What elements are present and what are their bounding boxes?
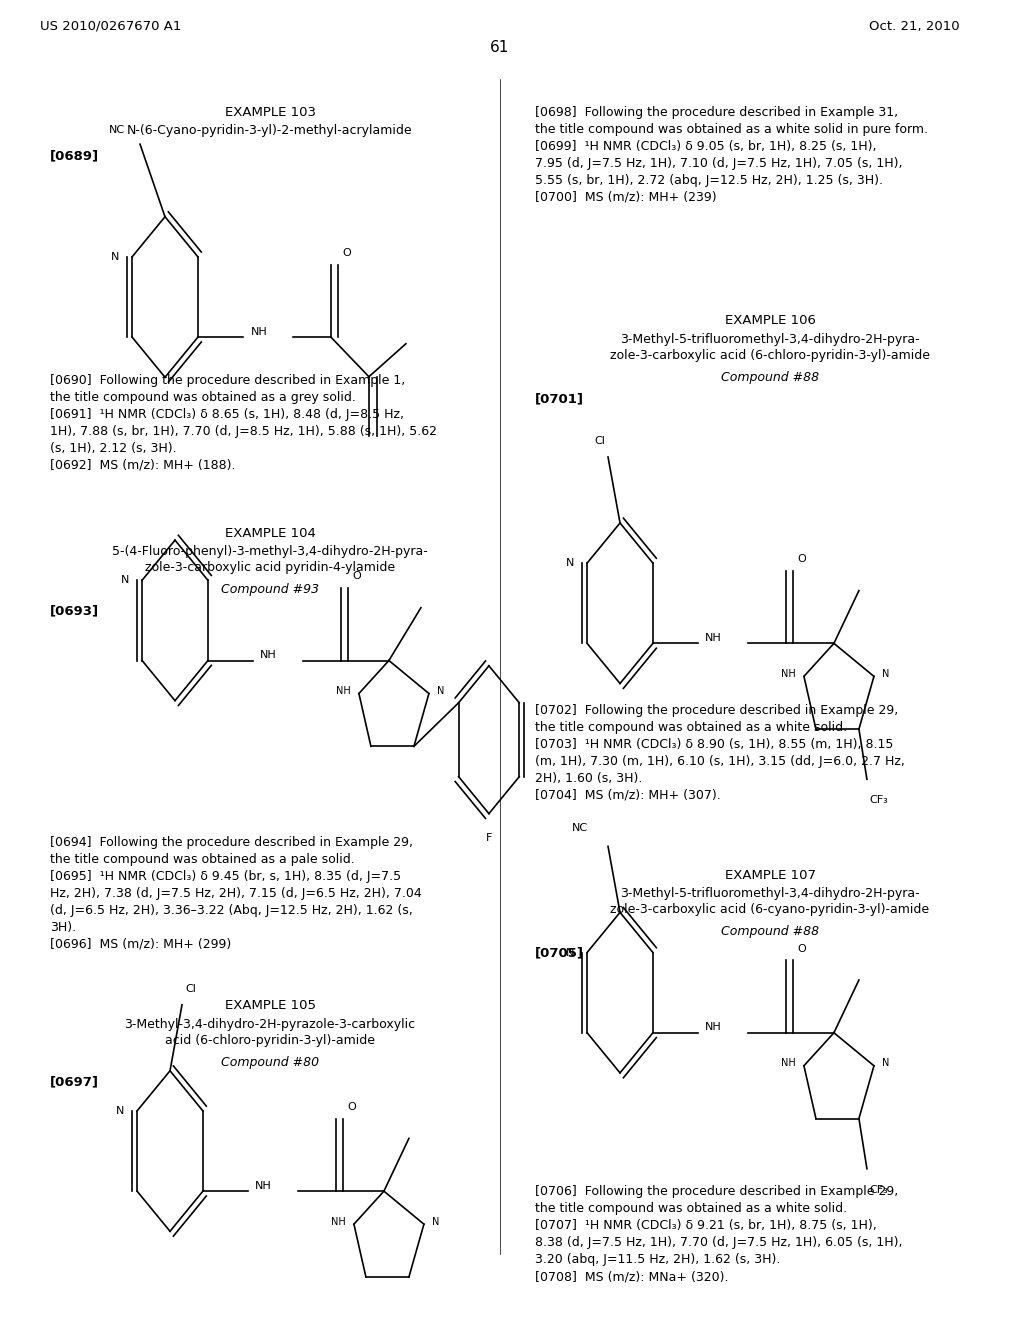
Text: N-(6-Cyano-pyridin-3-yl)-2-methyl-acrylamide: N-(6-Cyano-pyridin-3-yl)-2-methyl-acryla… — [127, 124, 413, 137]
Text: O: O — [343, 248, 351, 257]
Text: 5-(4-Fluoro-phenyl)-3-methyl-3,4-dihydro-2H-pyra-
zole-3-carboxylic acid pyridin: 5-(4-Fluoro-phenyl)-3-methyl-3,4-dihydro… — [113, 545, 428, 574]
Text: Cl: Cl — [185, 985, 196, 994]
Text: EXAMPLE 105: EXAMPLE 105 — [224, 999, 315, 1012]
Text: [0693]: [0693] — [50, 605, 99, 618]
Text: EXAMPLE 106: EXAMPLE 106 — [725, 314, 815, 327]
Text: N: N — [437, 686, 444, 696]
Text: F: F — [485, 833, 493, 843]
Text: EXAMPLE 103: EXAMPLE 103 — [224, 106, 315, 119]
Text: EXAMPLE 104: EXAMPLE 104 — [224, 527, 315, 540]
Text: NH: NH — [260, 651, 276, 660]
Text: Compound #80: Compound #80 — [221, 1056, 319, 1069]
Text: [0694]  Following the procedure described in Example 29,
the title compound was : [0694] Following the procedure described… — [50, 836, 422, 950]
Text: 3-Methyl-5-trifluoromethyl-3,4-dihydro-2H-pyra-
zole-3-carboxylic acid (6-cyano-: 3-Methyl-5-trifluoromethyl-3,4-dihydro-2… — [610, 887, 930, 916]
Text: N: N — [565, 558, 574, 568]
Text: [0701]: [0701] — [535, 392, 584, 405]
Text: N: N — [432, 1217, 439, 1226]
Text: NC: NC — [572, 824, 588, 833]
Text: NC: NC — [109, 125, 125, 135]
Text: [0690]  Following the procedure described in Example 1,
the title compound was o: [0690] Following the procedure described… — [50, 374, 437, 471]
Text: US 2010/0267670 A1: US 2010/0267670 A1 — [40, 20, 181, 33]
Text: N: N — [882, 1059, 889, 1068]
Text: 61: 61 — [490, 40, 510, 54]
Text: [0702]  Following the procedure described in Example 29,
the title compound was : [0702] Following the procedure described… — [535, 704, 905, 801]
Text: [0698]  Following the procedure described in Example 31,
the title compound was : [0698] Following the procedure described… — [535, 106, 928, 203]
Text: N: N — [882, 669, 889, 678]
Text: O: O — [352, 572, 361, 581]
Text: N: N — [111, 252, 119, 261]
Text: N: N — [116, 1106, 124, 1115]
Text: O: O — [798, 554, 806, 564]
Text: [0689]: [0689] — [50, 149, 99, 162]
Text: Oct. 21, 2010: Oct. 21, 2010 — [869, 20, 961, 33]
Text: CF₃: CF₃ — [869, 795, 888, 805]
Text: Compound #93: Compound #93 — [221, 583, 319, 597]
Text: 3-Methyl-5-trifluoromethyl-3,4-dihydro-2H-pyra-
zole-3-carboxylic acid (6-chloro: 3-Methyl-5-trifluoromethyl-3,4-dihydro-2… — [610, 333, 930, 362]
Text: NH: NH — [705, 634, 722, 643]
Text: NH: NH — [781, 669, 796, 678]
Text: 3-Methyl-3,4-dihydro-2H-pyrazole-3-carboxylic
acid (6-chloro-pyridin-3-yl)-amide: 3-Methyl-3,4-dihydro-2H-pyrazole-3-carbo… — [125, 1018, 416, 1047]
Text: Compound #88: Compound #88 — [721, 925, 819, 939]
Text: NH: NH — [331, 1217, 346, 1226]
Text: NH: NH — [336, 686, 351, 696]
Text: EXAMPLE 107: EXAMPLE 107 — [725, 869, 815, 882]
Text: N: N — [565, 948, 574, 957]
Text: Cl: Cl — [594, 437, 605, 446]
Text: Compound #88: Compound #88 — [721, 371, 819, 384]
Text: O: O — [347, 1102, 356, 1111]
Text: [0706]  Following the procedure described in Example 29,
the title compound was : [0706] Following the procedure described… — [535, 1185, 902, 1283]
Text: [0705]: [0705] — [535, 946, 584, 960]
Text: N: N — [121, 576, 129, 585]
Text: O: O — [798, 944, 806, 953]
Text: NH: NH — [781, 1059, 796, 1068]
Text: CF₃: CF₃ — [869, 1184, 888, 1195]
Text: NH: NH — [255, 1181, 271, 1191]
Text: [0697]: [0697] — [50, 1076, 99, 1089]
Text: NH: NH — [251, 327, 267, 337]
Text: NH: NH — [705, 1023, 722, 1032]
